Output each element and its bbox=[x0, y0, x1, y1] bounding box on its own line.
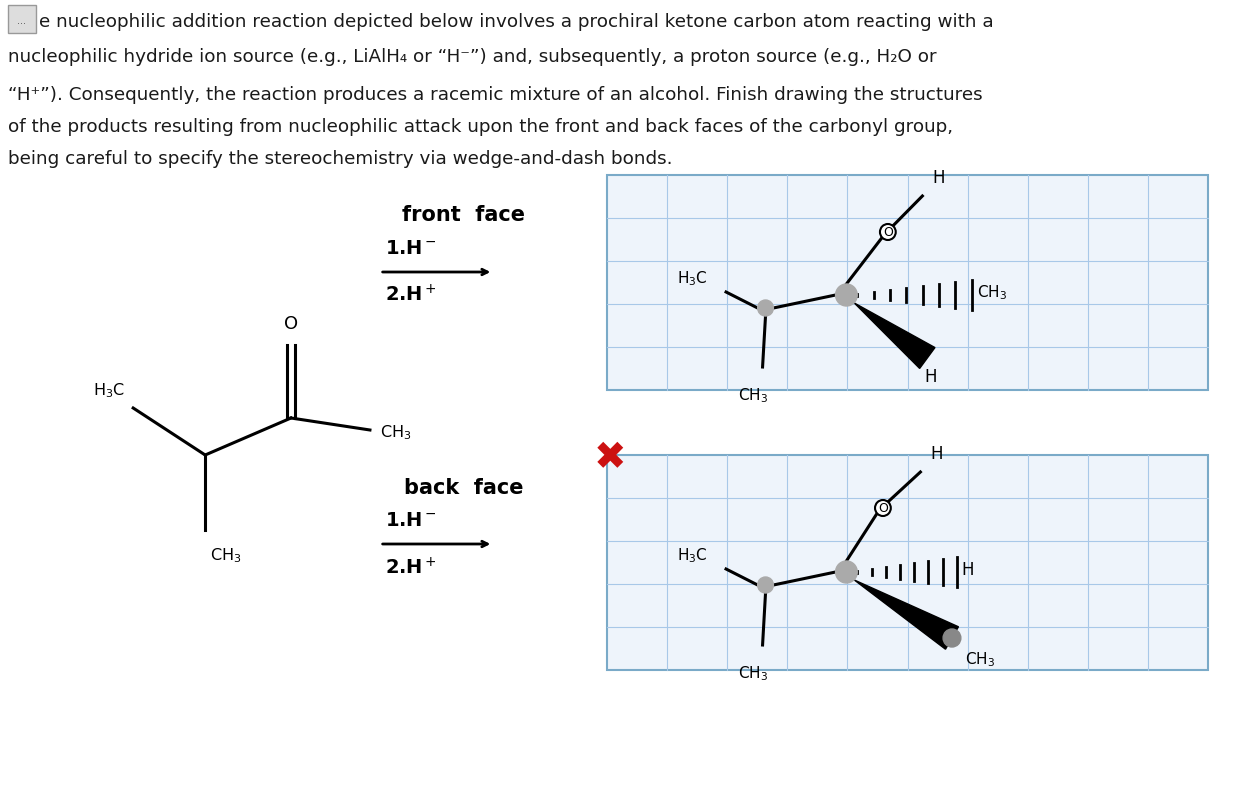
Text: being careful to specify the stereochemistry via wedge-and-dash bonds.: being careful to specify the stereochemi… bbox=[8, 150, 672, 168]
Text: CH$_3$: CH$_3$ bbox=[738, 386, 768, 405]
Text: H: H bbox=[932, 169, 945, 187]
Circle shape bbox=[875, 500, 891, 516]
Text: 2.H$^+$: 2.H$^+$ bbox=[385, 558, 436, 578]
Circle shape bbox=[835, 561, 858, 583]
Text: H$_3$C: H$_3$C bbox=[676, 270, 707, 288]
Text: CH$_3$: CH$_3$ bbox=[976, 284, 1006, 302]
Text: 1.H$^-$: 1.H$^-$ bbox=[385, 238, 436, 258]
Text: CH$_3$: CH$_3$ bbox=[210, 546, 241, 565]
Text: O: O bbox=[882, 226, 892, 239]
Text: CH$_3$: CH$_3$ bbox=[380, 424, 411, 442]
Text: H: H bbox=[924, 368, 936, 386]
Text: H$_3$C: H$_3$C bbox=[676, 546, 707, 565]
Text: back  face: back face bbox=[404, 478, 524, 498]
Text: nucleophilic hydride ion source (e.g., LiAlH₄ or “H⁻”) and, subsequently, a prot: nucleophilic hydride ion source (e.g., L… bbox=[8, 48, 936, 66]
Text: CH$_3$: CH$_3$ bbox=[738, 664, 768, 682]
Text: H$_3$C: H$_3$C bbox=[94, 382, 125, 400]
Circle shape bbox=[880, 224, 896, 240]
Text: 1.H$^-$: 1.H$^-$ bbox=[385, 510, 436, 530]
Text: CH$_3$: CH$_3$ bbox=[965, 650, 995, 669]
Text: of the products resulting from nucleophilic attack upon the front and back faces: of the products resulting from nucleophi… bbox=[8, 118, 952, 136]
Text: O: O bbox=[284, 315, 298, 333]
Text: ✖: ✖ bbox=[594, 439, 626, 477]
Circle shape bbox=[758, 300, 774, 316]
Text: H: H bbox=[961, 561, 974, 579]
Text: ...: ... bbox=[18, 16, 26, 26]
Text: “H⁺”). Consequently, the reaction produces a racemic mixture of an alcohol. Fini: “H⁺”). Consequently, the reaction produc… bbox=[8, 86, 982, 104]
Polygon shape bbox=[854, 580, 959, 650]
Text: e nucleophilic addition reaction depicted below involves a prochiral ketone carb: e nucleophilic addition reaction depicte… bbox=[40, 13, 994, 31]
Text: O: O bbox=[878, 502, 888, 515]
Text: H: H bbox=[930, 445, 942, 463]
Text: front  face: front face bbox=[402, 205, 525, 225]
Polygon shape bbox=[854, 303, 935, 369]
Circle shape bbox=[758, 577, 774, 593]
Circle shape bbox=[942, 629, 961, 647]
Text: 2.H$^+$: 2.H$^+$ bbox=[385, 284, 436, 306]
Bar bbox=[8, 5, 35, 33]
Circle shape bbox=[835, 284, 858, 306]
Bar bbox=[606, 455, 1209, 670]
Bar bbox=[606, 175, 1209, 390]
